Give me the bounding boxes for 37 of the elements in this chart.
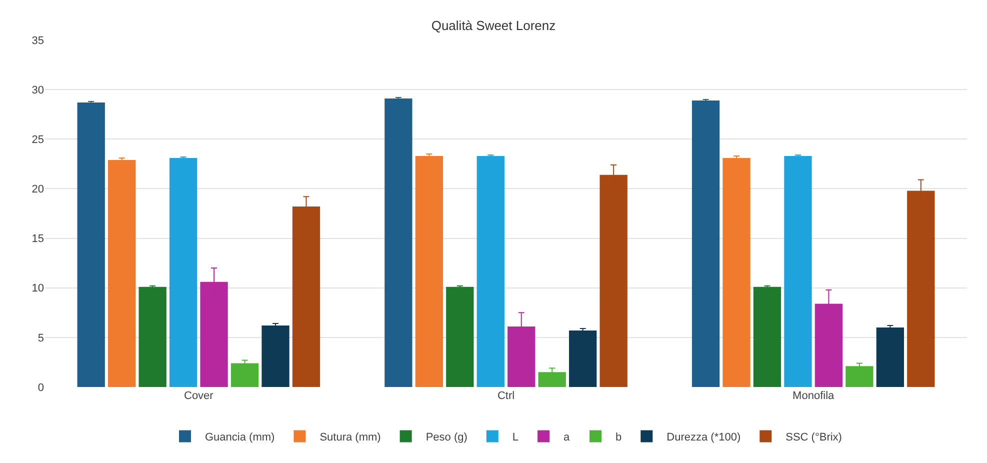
bar bbox=[230, 363, 259, 387]
legend-label: SSC (°Brix) bbox=[786, 431, 842, 444]
bar bbox=[846, 366, 874, 387]
legend-label: Peso (g) bbox=[426, 431, 468, 444]
bar bbox=[784, 156, 812, 387]
chart-title: Qualità Sweet Lorenz bbox=[431, 18, 556, 33]
y-tick-label: 15 bbox=[32, 233, 44, 246]
bar bbox=[722, 158, 750, 387]
legend-label: Sutura (mm) bbox=[320, 431, 381, 444]
bar bbox=[446, 286, 474, 387]
legend-label: b bbox=[616, 431, 622, 444]
bar bbox=[77, 102, 105, 387]
bar bbox=[108, 160, 136, 387]
legend-label: L bbox=[512, 431, 519, 444]
x-tick-label: Monofila bbox=[792, 390, 835, 402]
bar bbox=[476, 156, 504, 387]
x-tick-label: Ctrl bbox=[497, 390, 515, 402]
bar bbox=[169, 158, 198, 387]
y-tick-label: 25 bbox=[32, 134, 44, 146]
bar bbox=[692, 100, 720, 387]
x-tick-label: Cover bbox=[184, 390, 214, 402]
y-tick-label: 20 bbox=[32, 184, 44, 196]
legend-label: a bbox=[564, 431, 571, 444]
legend-label: Guancia (mm) bbox=[205, 431, 275, 444]
bar bbox=[138, 286, 166, 387]
bar bbox=[262, 326, 290, 387]
legend-label: Durezza (*100) bbox=[666, 431, 741, 444]
y-tick-label: 0 bbox=[38, 382, 44, 394]
y-tick-label: 10 bbox=[32, 282, 44, 295]
bar bbox=[753, 286, 782, 387]
bar bbox=[415, 156, 443, 387]
bar bbox=[569, 330, 597, 387]
y-tick-label: 35 bbox=[32, 34, 44, 47]
bar bbox=[384, 98, 412, 387]
bar bbox=[876, 328, 904, 387]
y-tick-label: 5 bbox=[38, 332, 44, 344]
y-tick-label: 30 bbox=[32, 84, 44, 96]
